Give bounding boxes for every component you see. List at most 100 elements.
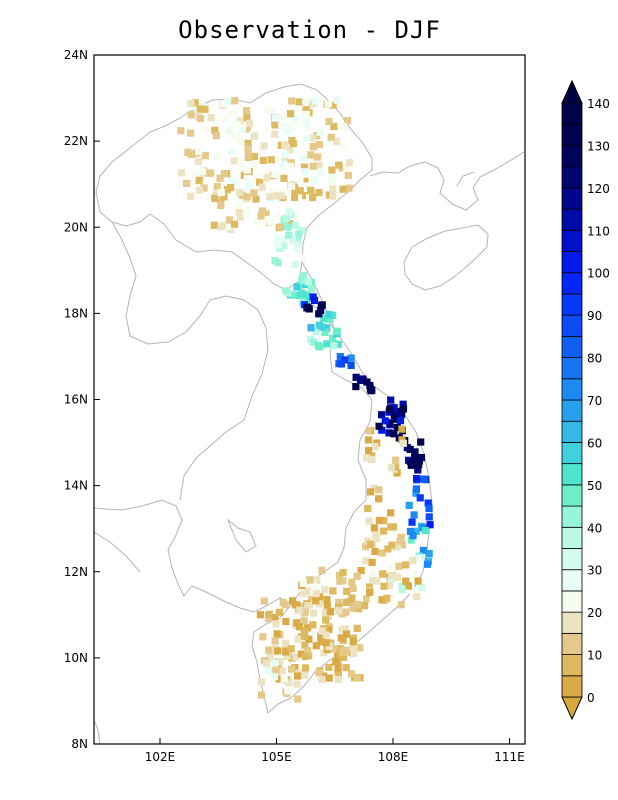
grid-cell	[260, 142, 268, 150]
grid-cell	[212, 190, 220, 199]
grid-cell	[375, 495, 383, 503]
grid-cell	[334, 675, 343, 683]
grid-cell	[273, 192, 282, 200]
grid-cell	[315, 161, 323, 169]
grid-cell	[288, 597, 297, 605]
grid-cell	[307, 186, 315, 194]
grid-cell	[325, 643, 333, 651]
grid-cell	[303, 291, 311, 299]
grid-cell	[354, 601, 362, 609]
grid-cell	[413, 475, 421, 483]
grid-cell	[243, 125, 252, 133]
grid-cell	[378, 411, 386, 419]
grid-cell	[419, 546, 428, 555]
grid-cell	[281, 639, 290, 647]
grid-cell	[285, 208, 293, 216]
grid-cell	[386, 406, 394, 414]
grid-cell	[307, 324, 315, 332]
grid-cell	[315, 140, 324, 149]
grid-cell	[298, 289, 306, 297]
grid-cell	[242, 206, 251, 215]
grid-cell	[334, 672, 342, 680]
grid-cell	[288, 97, 296, 105]
grid-cell	[312, 589, 320, 598]
grid-cell	[298, 254, 306, 262]
grid-cell	[312, 642, 320, 650]
grid-cell	[402, 577, 410, 585]
grid-cell	[393, 541, 401, 549]
grid-cell	[287, 123, 295, 131]
grid-cell	[242, 188, 250, 196]
grid-cell	[303, 120, 311, 128]
grid-cell	[356, 644, 364, 652]
grid-cell	[344, 171, 352, 180]
grid-cell	[330, 342, 338, 350]
grid-cell	[339, 568, 347, 577]
grid-cell	[356, 375, 365, 383]
grid-cell	[393, 423, 401, 432]
grid-cell	[323, 340, 331, 348]
colorbar-segment	[561, 145, 583, 168]
grid-cell	[199, 168, 207, 176]
grid-cell	[262, 216, 270, 224]
grid-cell	[322, 631, 330, 639]
grid-cell	[363, 378, 371, 386]
grid-cell	[309, 621, 317, 629]
grid-cell	[195, 147, 203, 156]
grid-cell	[393, 415, 401, 423]
grid-cell	[395, 410, 403, 418]
grid-cell	[390, 411, 398, 420]
grid-cell	[242, 107, 251, 115]
colorbar-segment	[561, 229, 583, 252]
grid-cell	[292, 619, 301, 627]
grid-cell	[320, 314, 328, 323]
grid-cell	[387, 562, 395, 570]
map-title: Observation - DJF	[178, 16, 441, 44]
grid-cell	[315, 669, 323, 677]
grid-cell	[281, 141, 289, 149]
grid-cell	[335, 161, 343, 169]
grid-cell	[276, 212, 284, 220]
colorbar-segment	[561, 654, 583, 677]
grid-cell	[347, 361, 355, 370]
lat-tick-label: 22N	[64, 134, 88, 148]
grid-cell	[418, 583, 426, 592]
colorbar-segment	[561, 123, 583, 146]
grid-cell	[291, 115, 300, 123]
grid-cell	[278, 120, 286, 129]
grid-cell	[285, 231, 293, 239]
grid-cell	[271, 121, 279, 129]
grid-cell	[425, 504, 433, 513]
grid-cell	[330, 645, 339, 653]
grid-cell	[402, 561, 410, 569]
grid-cell	[280, 241, 288, 249]
grid-cell	[308, 583, 316, 591]
grid-cell	[220, 170, 228, 178]
grid-cell	[286, 110, 295, 118]
grid-cell	[201, 105, 209, 113]
grid-cell	[368, 386, 376, 394]
grid-cell	[303, 647, 312, 655]
colorbar-segment	[561, 505, 583, 528]
grid-cell	[300, 168, 309, 176]
grid-cell	[226, 222, 234, 231]
grid-cell	[339, 648, 347, 656]
grid-cell	[225, 126, 233, 135]
grid-cell	[352, 373, 360, 381]
grid-cell	[183, 179, 191, 187]
grid-cell	[266, 192, 274, 201]
colorbar-segment	[561, 484, 583, 507]
grid-cell	[414, 466, 422, 474]
grid-cell	[317, 306, 325, 315]
colorbar-segment	[561, 442, 583, 465]
grid-cell	[328, 178, 336, 186]
grid-cell	[324, 612, 332, 620]
grid-cell	[323, 324, 331, 332]
grid-cell	[342, 630, 351, 638]
grid-cell	[256, 611, 264, 619]
grid-cell	[300, 271, 308, 280]
grid-cell	[280, 675, 288, 683]
grid-cell	[308, 134, 316, 142]
grid-cell	[328, 166, 336, 174]
grid-cell	[390, 404, 398, 412]
